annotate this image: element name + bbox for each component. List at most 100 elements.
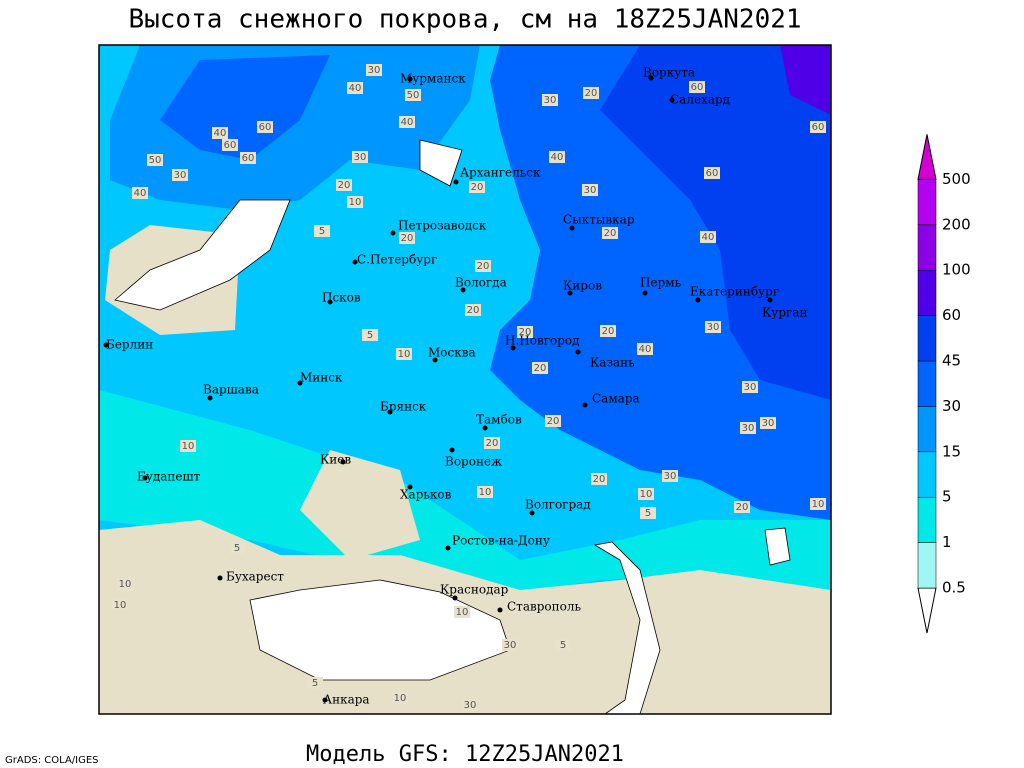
city-label: Самара — [592, 392, 640, 406]
city-dot — [510, 345, 516, 351]
contour-label: 20 — [736, 502, 749, 513]
contour-label-bg — [582, 184, 598, 196]
contour-label: 20 — [477, 261, 490, 272]
contour-label-bg — [734, 501, 750, 513]
contour-label-bg — [549, 151, 565, 163]
contour-label-bg — [760, 417, 776, 429]
contour-label-bg — [704, 167, 720, 179]
city-dot — [567, 290, 573, 296]
city-dot — [327, 299, 333, 305]
city-dot — [453, 179, 459, 185]
city-label: Берлин — [106, 338, 153, 352]
contour-label: 5 — [312, 678, 318, 689]
contour-label: 30 — [664, 471, 677, 482]
colorbar-label: 30 — [942, 397, 961, 415]
map: 3040504060406060503040302010520202051040… — [98, 44, 832, 715]
contour-label-bg — [352, 151, 368, 163]
contour-label: 40 — [702, 232, 715, 243]
contour-label-bg — [705, 321, 721, 333]
city-label: Мурманск — [400, 72, 466, 86]
footer: Модель GFS: 12Z25JAN2021 — [306, 742, 624, 767]
contour-label: 10 — [398, 349, 411, 360]
colorbar-swatch — [917, 542, 937, 589]
contour-label: 40 — [639, 344, 652, 355]
colorbar-swatch — [917, 451, 937, 498]
map-frame — [98, 44, 832, 715]
city-dot — [648, 75, 654, 81]
city-dot — [407, 484, 413, 490]
contour-label: 50 — [149, 155, 162, 166]
city-dot — [569, 225, 575, 231]
city-dot — [340, 459, 346, 465]
contour-label-bg — [314, 225, 330, 237]
city-label: Бухарест — [226, 570, 284, 584]
city-dot — [142, 475, 148, 481]
contour-label-bg — [180, 440, 196, 452]
contour-label-bg — [600, 325, 616, 337]
city-label: Харьков — [400, 488, 452, 502]
contour-label: 5 — [645, 508, 651, 519]
contour-label-bg — [475, 260, 491, 272]
contour-label: 30 — [464, 700, 477, 711]
city-dot — [445, 545, 451, 551]
city-label: Казань — [590, 356, 635, 370]
city-label: Псков — [322, 291, 361, 305]
colorbar-label: 1 — [942, 533, 952, 551]
contour-label-bg — [307, 677, 323, 689]
contour-label-bg — [638, 488, 654, 500]
contour-label-bg — [810, 121, 826, 133]
contour-label: 30 — [707, 322, 720, 333]
aral-sea — [764, 527, 791, 566]
city-dot — [432, 357, 438, 363]
contour-label: 60 — [224, 140, 237, 151]
contour-label: 10 — [182, 441, 195, 452]
contour-label-bg — [662, 470, 678, 482]
contour-label: 10 — [640, 489, 653, 500]
colorbar-label: 100 — [942, 261, 971, 279]
contour-label: 10 — [394, 693, 407, 704]
city-label: Курган — [762, 306, 807, 320]
city-dot — [460, 287, 466, 293]
contour-label: 60 — [706, 168, 719, 179]
city-dot — [297, 380, 303, 386]
city-label: Воронеж — [445, 455, 502, 469]
city-dot — [582, 402, 588, 408]
colorbar-label: 0.5 — [942, 579, 966, 597]
contour-label-bg — [132, 187, 148, 199]
colorbar-swatch — [917, 224, 937, 271]
city-dot — [669, 97, 675, 103]
contour-label: 20 — [486, 438, 499, 449]
contour-label: 20 — [338, 180, 351, 191]
contour-label: 30 — [584, 185, 597, 196]
contour-label: 10 — [812, 499, 825, 510]
colorbar-label: 45 — [942, 352, 961, 370]
snow-area — [600, 45, 831, 400]
contour-label-bg — [347, 196, 363, 208]
contour-label-bg — [240, 152, 256, 164]
city-label: Архангельск — [460, 166, 541, 180]
contour-label-bg — [257, 121, 273, 133]
city-label: Минск — [300, 371, 343, 385]
city-label: Салехард — [670, 93, 730, 107]
contour-label: 10 — [114, 600, 127, 611]
contour-label: 20 — [519, 327, 532, 338]
contour-label: 60 — [691, 82, 704, 93]
city-dot — [352, 259, 358, 265]
contour-label: 40 — [214, 128, 227, 139]
contour-label-bg — [740, 422, 756, 434]
city-label: Краснодар — [440, 583, 509, 597]
city-dot — [387, 409, 393, 415]
contour-label-bg — [336, 179, 352, 191]
contour-label: 5 — [560, 640, 566, 651]
city-dot — [482, 425, 488, 431]
contour-label: 30 — [762, 418, 775, 429]
contour-label-bg — [742, 381, 758, 393]
city-dot — [390, 230, 396, 236]
colorbar-label: 15 — [942, 442, 961, 460]
contour-label-bg — [602, 227, 618, 239]
city-dot — [695, 297, 701, 303]
contour-label: 60 — [812, 122, 825, 133]
colorbar-label: 500 — [942, 170, 971, 188]
snow-area — [99, 390, 831, 600]
